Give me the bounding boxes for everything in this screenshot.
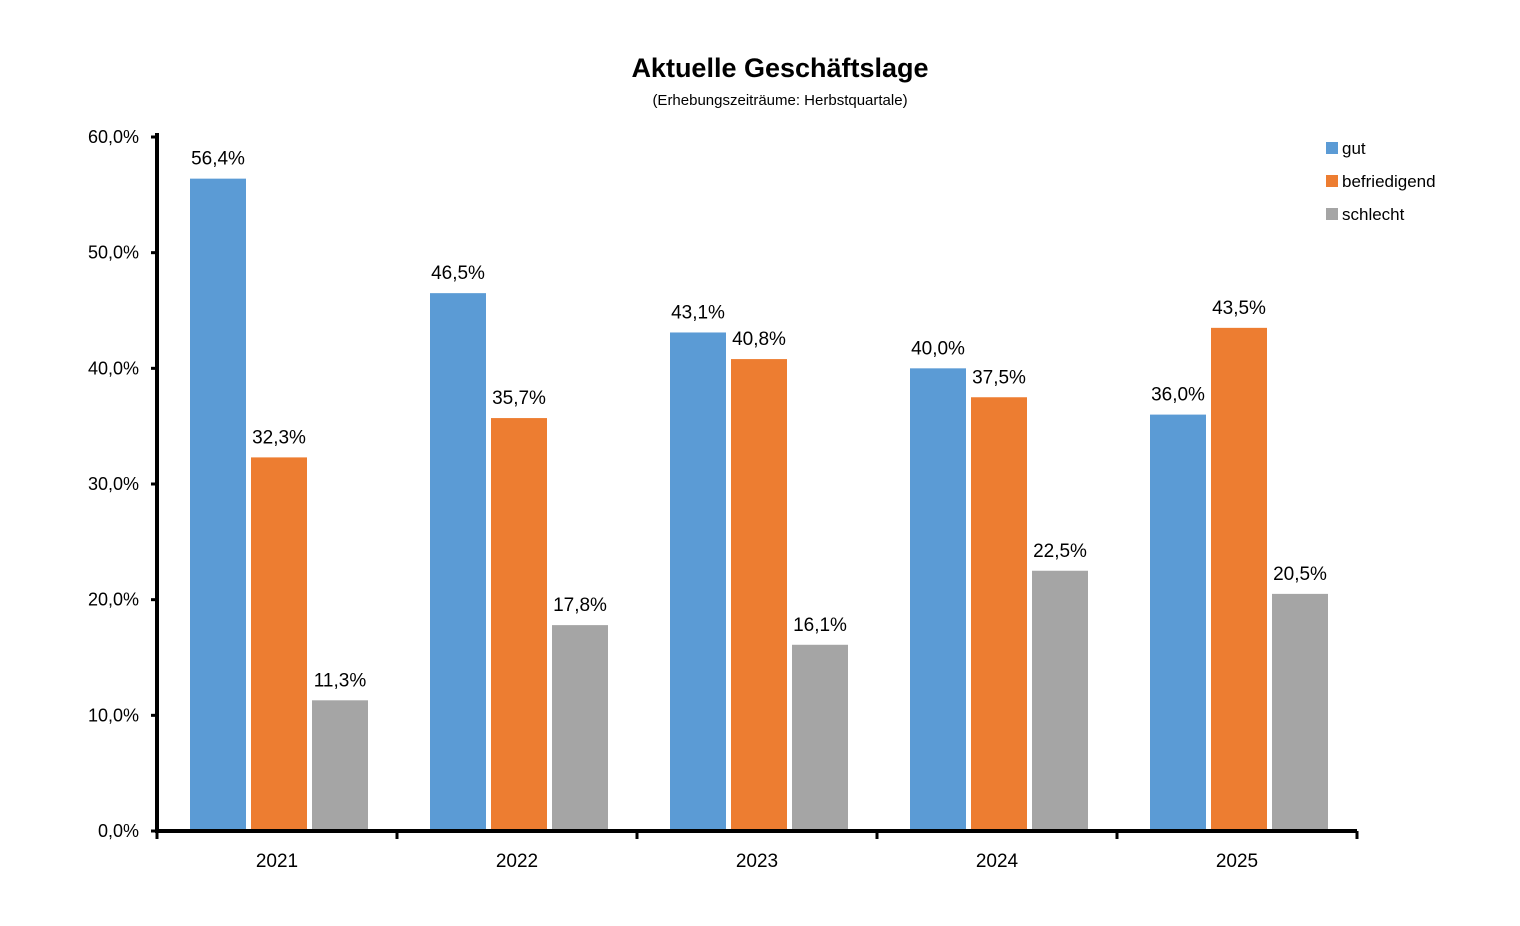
data-label: 32,3% bbox=[252, 427, 306, 448]
bar-befriedigend-2021 bbox=[251, 457, 307, 831]
data-label: 36,0% bbox=[1151, 385, 1205, 406]
bar-befriedigend-2024 bbox=[971, 397, 1027, 831]
y-tick-label: 0,0% bbox=[98, 821, 139, 841]
bar-schlecht-2025 bbox=[1272, 593, 1328, 831]
data-label: 35,7% bbox=[492, 388, 546, 409]
y-tick-label: 20,0% bbox=[88, 590, 139, 610]
legend-swatch-gut bbox=[1326, 142, 1338, 154]
y-tick-label: 10,0% bbox=[88, 705, 139, 725]
data-label: 20,5% bbox=[1273, 564, 1327, 585]
data-label: 40,8% bbox=[732, 329, 786, 350]
legend-label-schlecht: schlecht bbox=[1342, 205, 1405, 224]
bar-schlecht-2023 bbox=[792, 644, 848, 831]
x-tick-label: 2021 bbox=[256, 851, 298, 872]
x-tick-label: 2024 bbox=[976, 851, 1019, 872]
bar-schlecht-2022 bbox=[552, 625, 608, 831]
bar-befriedigend-2023 bbox=[731, 359, 787, 831]
data-label: 37,5% bbox=[972, 367, 1026, 388]
legend-label-befriedigend: befriedigend bbox=[1342, 172, 1436, 191]
bar-gut-2024 bbox=[910, 368, 966, 831]
bar-schlecht-2021 bbox=[312, 700, 368, 831]
data-label: 43,5% bbox=[1212, 298, 1266, 319]
bar-befriedigend-2025 bbox=[1211, 327, 1267, 831]
y-tick-label: 40,0% bbox=[88, 358, 139, 378]
data-label: 43,1% bbox=[671, 302, 725, 323]
bar-gut-2021 bbox=[190, 178, 246, 831]
legend-swatch-schlecht bbox=[1326, 208, 1338, 220]
bar-gut-2025 bbox=[1150, 414, 1206, 831]
x-tick-label: 2023 bbox=[736, 851, 778, 872]
legend-swatch-befriedigend bbox=[1326, 175, 1338, 187]
data-label: 22,5% bbox=[1033, 541, 1087, 562]
data-label: 16,1% bbox=[793, 615, 847, 636]
bar-gut-2022 bbox=[430, 293, 486, 831]
y-tick-label: 60,0% bbox=[88, 127, 139, 147]
chart-subtitle: (Erhebungszeiträume: Herbstquartale) bbox=[652, 92, 907, 109]
chart-title: Aktuelle Geschäftslage bbox=[631, 53, 928, 83]
bar-schlecht-2024 bbox=[1032, 570, 1088, 831]
data-label: 11,3% bbox=[314, 670, 367, 691]
bar-gut-2023 bbox=[670, 332, 726, 831]
data-label: 46,5% bbox=[431, 263, 485, 284]
data-label: 56,4% bbox=[191, 149, 245, 170]
data-label: 17,8% bbox=[553, 595, 607, 616]
x-tick-label: 2022 bbox=[496, 851, 538, 872]
x-tick-label: 2025 bbox=[1216, 851, 1258, 872]
y-tick-label: 50,0% bbox=[88, 243, 139, 263]
bar-befriedigend-2022 bbox=[491, 418, 547, 831]
y-tick-label: 30,0% bbox=[88, 474, 139, 494]
data-label: 40,0% bbox=[911, 338, 965, 359]
legend-label-gut: gut bbox=[1342, 139, 1366, 158]
